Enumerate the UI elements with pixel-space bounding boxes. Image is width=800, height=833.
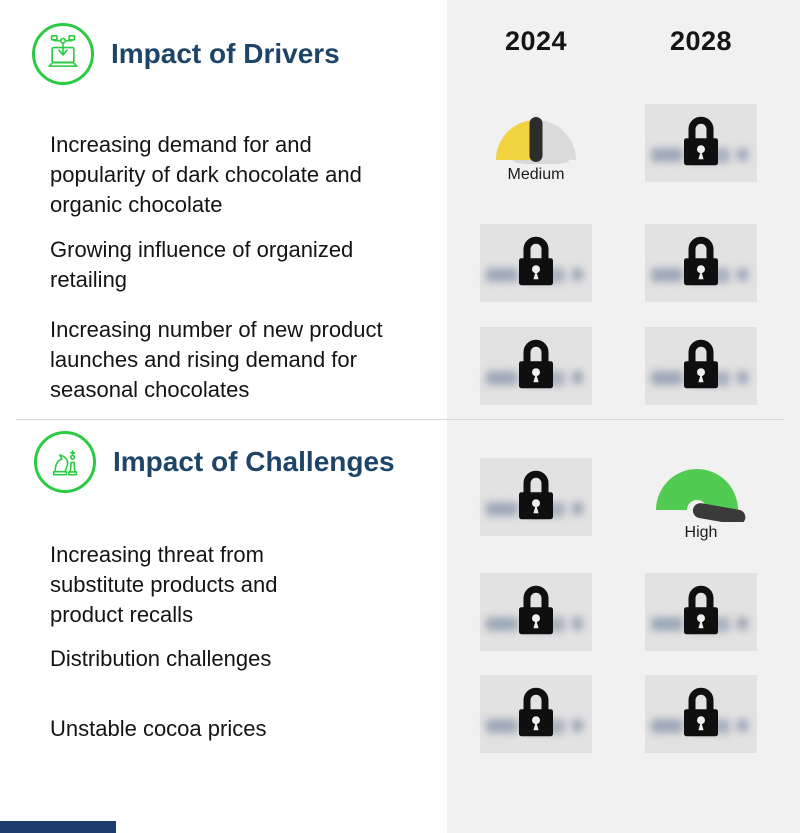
driver-row-label-1: Increasing demand for and popularity of … xyxy=(50,132,362,217)
locked-value-cell[interactable] xyxy=(645,327,757,405)
locked-value-cell[interactable] xyxy=(480,573,592,651)
locked-value-cell[interactable] xyxy=(480,224,592,302)
gauge-value-label: Medium xyxy=(507,166,565,183)
bottom-accent-bar xyxy=(0,821,116,833)
section-divider xyxy=(16,419,784,420)
challenge-row-label-3: Unstable cocoa prices xyxy=(50,716,267,741)
challenge-row-label-1: Increasing threat from substitute produc… xyxy=(50,542,278,627)
lock-icon xyxy=(519,687,553,737)
lock-icon xyxy=(519,585,553,635)
locked-value-cell[interactable] xyxy=(645,224,757,302)
locked-value-cell[interactable] xyxy=(645,573,757,651)
lock-icon xyxy=(684,116,718,166)
driver-row-label-2: Growing influence of organized retailing xyxy=(50,237,354,292)
locked-value-cell[interactable] xyxy=(480,458,592,536)
section-header-drivers: Impact of Drivers xyxy=(32,23,340,85)
lock-icon xyxy=(519,470,553,520)
locked-value-cell[interactable] xyxy=(645,104,757,182)
column-header-2028: 2028 xyxy=(669,26,733,56)
lock-icon xyxy=(684,236,718,286)
impact-gauge-medium: Medium xyxy=(480,106,592,200)
lock-icon xyxy=(519,339,553,389)
gauge-value-label: High xyxy=(684,524,718,541)
drivers-icon xyxy=(32,23,94,85)
lock-icon xyxy=(684,585,718,635)
drivers-title: Impact of Drivers xyxy=(111,38,340,69)
section-header-challenges: Impact of Challenges xyxy=(34,431,395,493)
lock-icon xyxy=(684,687,718,737)
lock-icon xyxy=(684,339,718,389)
challenge-row-label-2: Distribution challenges xyxy=(50,646,272,671)
half-gauge-icon xyxy=(496,117,576,164)
locked-value-cell[interactable] xyxy=(480,675,592,753)
half-gauge-icon xyxy=(656,469,746,522)
lock-icon xyxy=(519,236,553,286)
column-header-2024: 2024 xyxy=(504,26,568,56)
challenges-icon xyxy=(34,431,96,493)
driver-row-label-3: Increasing number of new product launche… xyxy=(50,317,383,402)
impact-gauge-high: High xyxy=(645,456,757,550)
locked-value-cell[interactable] xyxy=(645,675,757,753)
challenges-title: Impact of Challenges xyxy=(113,446,395,477)
locked-value-cell[interactable] xyxy=(480,327,592,405)
